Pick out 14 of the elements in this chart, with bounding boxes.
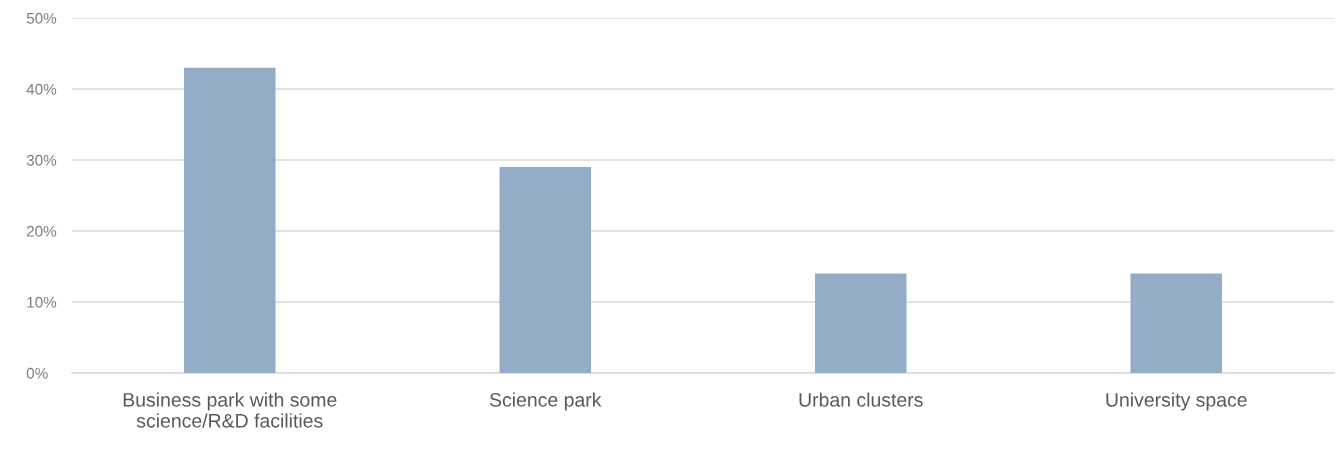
bar <box>815 273 907 373</box>
bar <box>499 167 591 373</box>
y-tick-label: 20% <box>26 225 57 237</box>
x-tick-label: University space <box>1106 392 1247 411</box>
bar <box>184 67 276 373</box>
y-tick-label: 0% <box>26 367 48 379</box>
x-tick-label: Science park <box>489 392 602 411</box>
x-tick-label: Business park with some science/R&D facilities <box>123 392 337 428</box>
y-tick-label: 40% <box>26 83 57 95</box>
y-tick-label: 50% <box>26 12 57 24</box>
x-tick-label: Urban clusters <box>799 392 923 407</box>
y-tick-label: 10% <box>27 296 57 308</box>
bar <box>1130 273 1222 373</box>
y-tick-label: 30% <box>26 154 57 166</box>
